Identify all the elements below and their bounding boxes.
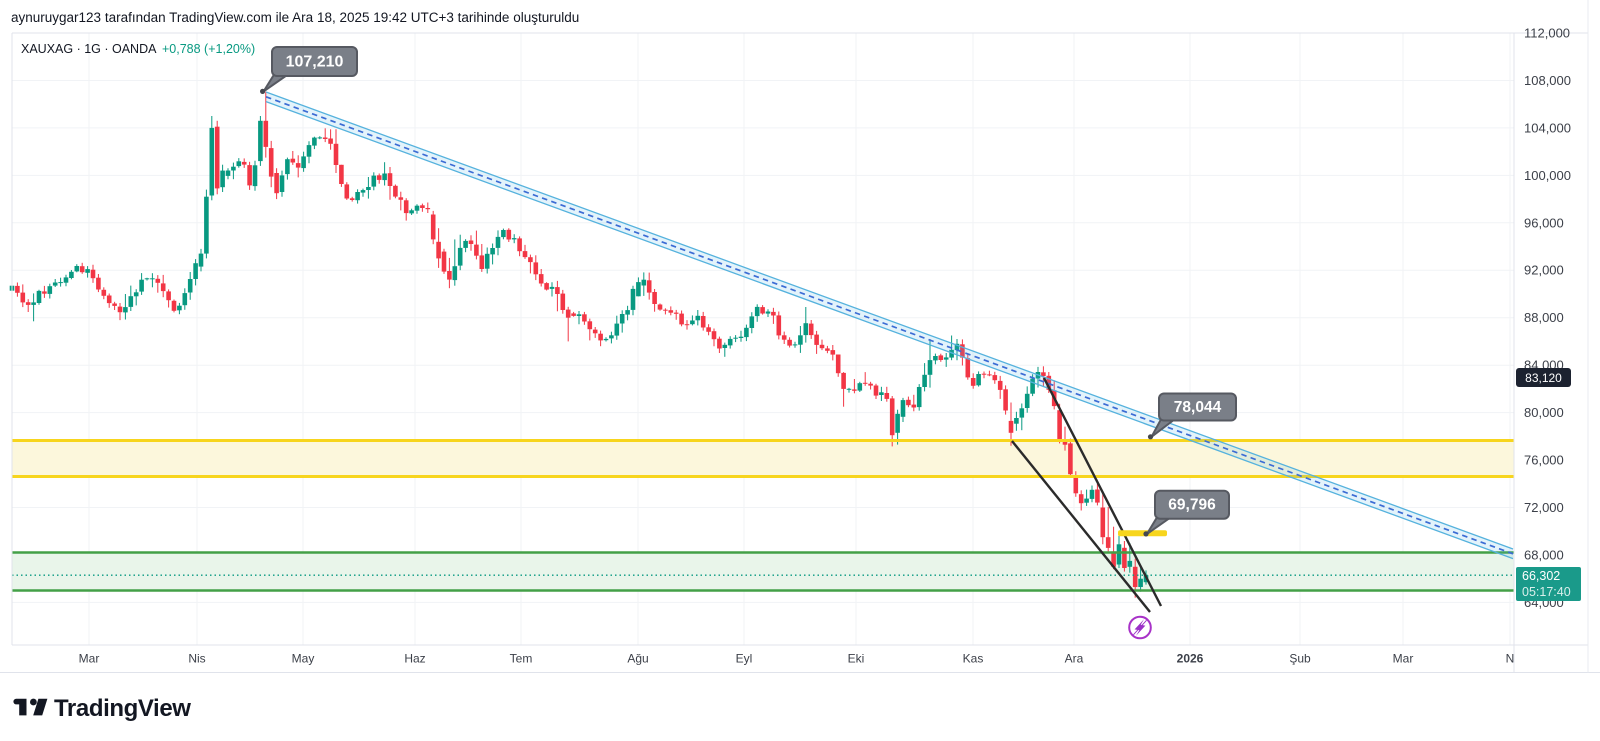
svg-text:Kas: Kas <box>963 652 984 666</box>
svg-text:Haz: Haz <box>404 652 425 666</box>
svg-text:107,210: 107,210 <box>286 54 344 71</box>
svg-text:Nis: Nis <box>188 652 205 666</box>
svg-text:Ara: Ara <box>1065 652 1084 666</box>
svg-text:100,000: 100,000 <box>1524 168 1571 183</box>
svg-text:XAUXAG · 1G · OANDA: XAUXAG · 1G · OANDA <box>21 42 157 56</box>
svg-text:TradingView: TradingView <box>54 695 191 722</box>
svg-text:Şub: Şub <box>1289 652 1311 666</box>
svg-text:92,000: 92,000 <box>1524 263 1564 278</box>
svg-text:Eyl: Eyl <box>736 652 753 666</box>
svg-text:68,000: 68,000 <box>1524 548 1564 563</box>
svg-text:Mar: Mar <box>79 652 100 666</box>
svg-text:aynuruygar123 tarafından Tradi: aynuruygar123 tarafından TradingView.com… <box>11 10 579 25</box>
svg-text:2026: 2026 <box>1177 652 1204 666</box>
svg-text:88,000: 88,000 <box>1524 310 1564 325</box>
svg-text:80,000: 80,000 <box>1524 405 1564 420</box>
svg-text:Ağu: Ağu <box>627 652 648 666</box>
svg-text:72,000: 72,000 <box>1524 500 1564 515</box>
svg-text:N: N <box>1506 652 1515 666</box>
svg-text:112,000: 112,000 <box>1524 26 1570 41</box>
svg-text:Eki: Eki <box>848 652 865 666</box>
svg-text:May: May <box>292 652 315 666</box>
svg-text:66,302: 66,302 <box>1522 569 1560 583</box>
svg-text:69,796: 69,796 <box>1168 497 1216 514</box>
svg-text:104,000: 104,000 <box>1524 120 1571 135</box>
svg-text:+0,788 (+1,20%): +0,788 (+1,20%) <box>162 42 255 56</box>
svg-text:Tem: Tem <box>510 652 533 666</box>
svg-text:96,000: 96,000 <box>1524 215 1564 230</box>
svg-text:76,000: 76,000 <box>1524 453 1564 468</box>
svg-text:108,000: 108,000 <box>1524 73 1571 88</box>
svg-text:05:17:40: 05:17:40 <box>1522 585 1571 599</box>
svg-text:78,044: 78,044 <box>1174 399 1222 416</box>
svg-text:Mar: Mar <box>1393 652 1414 666</box>
svg-text:83,120: 83,120 <box>1525 371 1562 385</box>
